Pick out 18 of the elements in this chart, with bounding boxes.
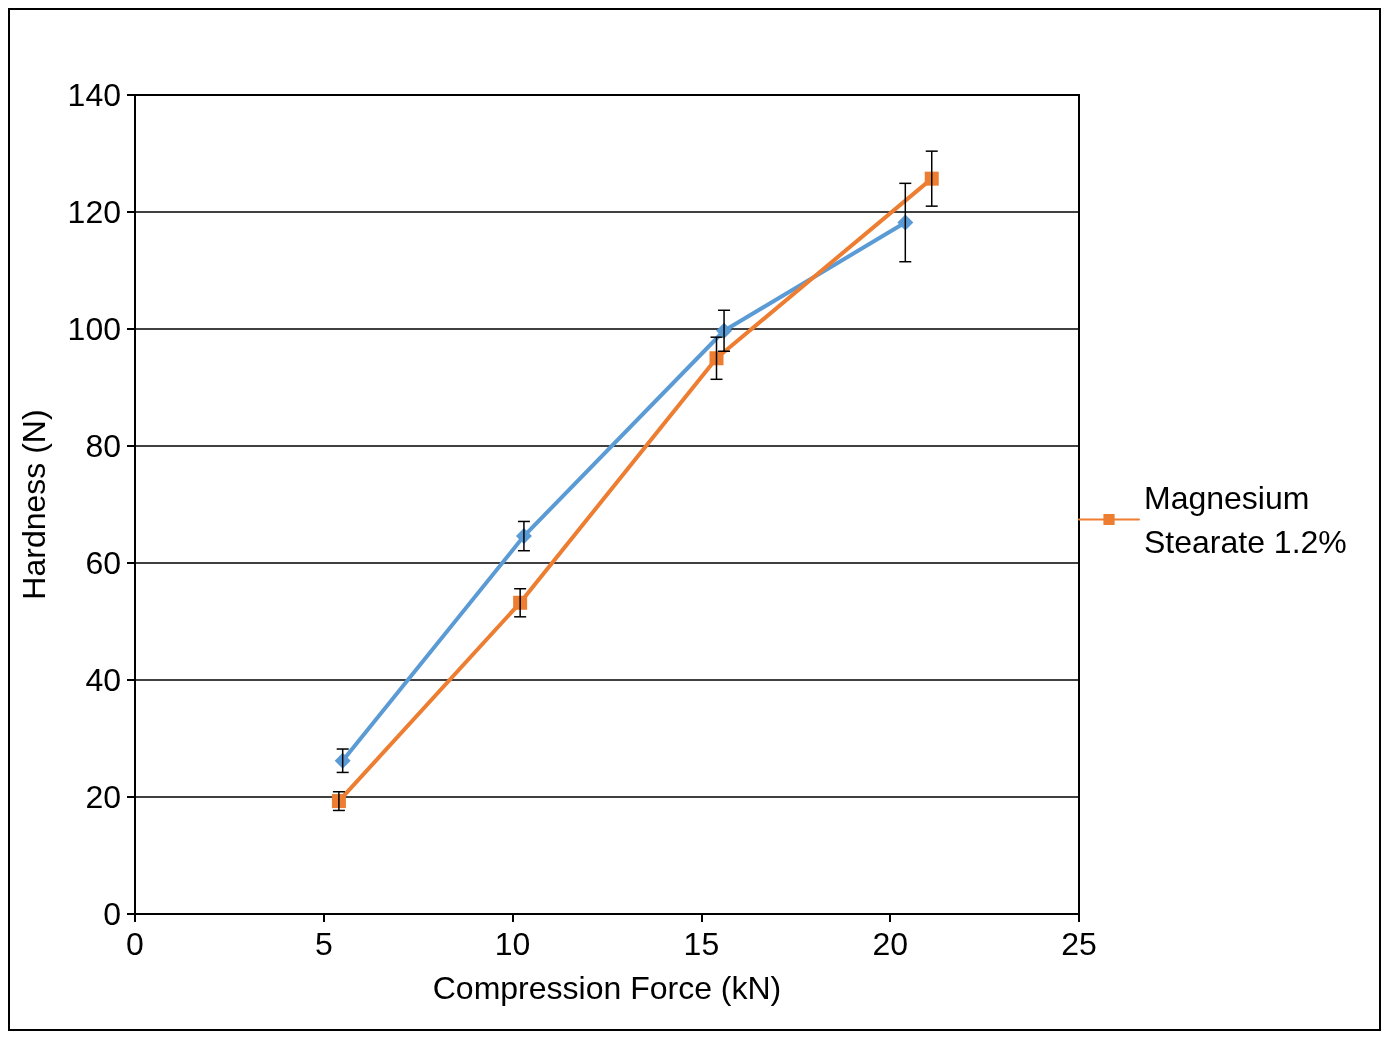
x-tick-label: 25 xyxy=(1061,926,1097,962)
y-tick-label: 40 xyxy=(85,662,121,698)
x-tick-label: 10 xyxy=(494,926,531,962)
y-tick-label: 140 xyxy=(67,77,121,113)
x-tick-label: 5 xyxy=(314,926,333,962)
y-tick-label: 80 xyxy=(85,428,121,464)
y-tick-label: 60 xyxy=(85,545,121,581)
y-tick-label: 20 xyxy=(85,779,121,815)
x-tick-label: 0 xyxy=(126,926,144,962)
legend-label: Magnesium Stearate 1.2% xyxy=(1144,479,1347,560)
point xyxy=(924,171,939,186)
y-axis-title: Hardness (N) xyxy=(16,409,52,600)
x-tick-label: 15 xyxy=(683,926,720,962)
x-axis-title: Compression Force (kN) xyxy=(432,970,782,1006)
y-tick-label: 100 xyxy=(67,311,121,347)
y-tick-label: 120 xyxy=(67,194,121,230)
x-tick-label: 20 xyxy=(872,926,908,962)
y-tick-label: 0 xyxy=(103,896,121,932)
